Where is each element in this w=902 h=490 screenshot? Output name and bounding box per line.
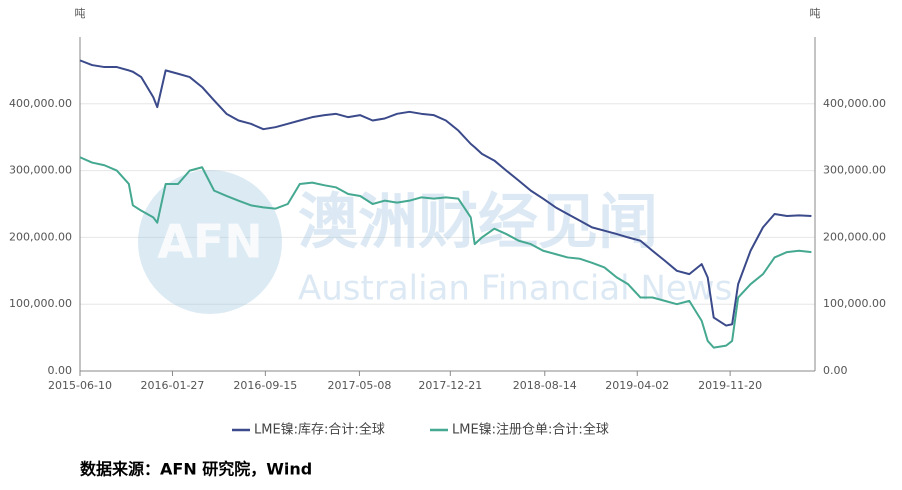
x-tick-label: 2016-09-15 [233,379,297,392]
y-tick-label: 100,000.00 [9,297,72,310]
x-tick-label: 2017-12-21 [418,379,482,392]
watermark: AFN 澳洲财经见闻 Australian Financial News [138,170,732,314]
legend-label: LME镍:库存:合计:全球 [254,422,385,438]
y2-tick-label: 200,000.00 [823,230,886,243]
x-tick-label: 2017-05-08 [327,379,391,392]
series-line [79,59,812,327]
y-unit-left: 吨 [75,7,86,20]
x-tick-label: 2015-06-10 [48,379,112,392]
y2-tick-label: 300,000.00 [823,164,886,177]
y-tick-label: 400,000.00 [9,97,72,110]
x-tick-label: 2016-01-27 [141,379,205,392]
legend-label: LME镍:注册仓单:合计:全球 [452,422,609,438]
watermark-logo-text: AFN [157,215,263,269]
y2-tick-label: 400,000.00 [823,97,886,110]
series-line [79,156,812,349]
x-tick-label: 2018-08-14 [513,379,577,392]
x-tick-label: 2019-11-20 [698,379,762,392]
x-tick-label: 2019-04-02 [605,379,669,392]
watermark-logo [138,170,282,314]
y-tick-label: 200,000.00 [9,230,72,243]
y2-tick-label: 100,000.00 [823,297,886,310]
watermark-name: 澳洲财经见闻 [298,188,658,258]
y-unit-right: 吨 [810,7,821,20]
watermark-english: Australian Financial News [298,269,732,309]
y-tick-label: 0.00 [48,364,73,377]
legend: LME镍:库存:合计:全球 LME镍:注册仓单:合计:全球 [232,422,609,438]
source: 数据来源：AFN 研究院，Wind [80,460,312,479]
y2-tick-label: 0.00 [823,364,848,377]
y-tick-label: 300,000.00 [9,164,72,177]
